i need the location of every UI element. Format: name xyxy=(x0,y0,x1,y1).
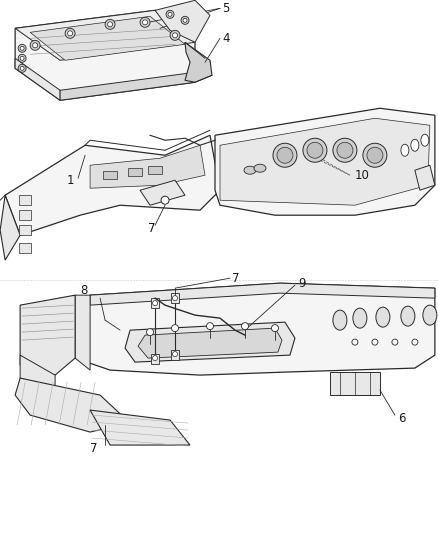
Polygon shape xyxy=(90,410,190,445)
Polygon shape xyxy=(20,355,55,388)
Polygon shape xyxy=(90,283,435,305)
Circle shape xyxy=(166,10,174,18)
Polygon shape xyxy=(75,295,90,370)
Circle shape xyxy=(372,339,378,345)
Circle shape xyxy=(172,325,179,332)
Circle shape xyxy=(303,138,327,162)
Polygon shape xyxy=(30,17,185,60)
Circle shape xyxy=(18,54,26,62)
Circle shape xyxy=(273,143,297,167)
Ellipse shape xyxy=(254,164,266,172)
Text: 7: 7 xyxy=(232,272,240,285)
Polygon shape xyxy=(155,1,210,42)
Ellipse shape xyxy=(401,306,415,326)
Circle shape xyxy=(18,64,26,72)
Polygon shape xyxy=(138,328,282,358)
Polygon shape xyxy=(20,295,75,375)
Circle shape xyxy=(367,147,383,163)
Circle shape xyxy=(168,12,172,17)
Polygon shape xyxy=(15,58,60,100)
Polygon shape xyxy=(19,225,31,235)
Circle shape xyxy=(352,339,358,345)
Polygon shape xyxy=(15,378,130,432)
Text: 10: 10 xyxy=(355,169,370,182)
Circle shape xyxy=(241,322,248,329)
Polygon shape xyxy=(90,146,205,188)
Polygon shape xyxy=(5,135,220,235)
Circle shape xyxy=(272,325,279,332)
Polygon shape xyxy=(19,210,31,220)
Circle shape xyxy=(152,301,158,305)
Circle shape xyxy=(147,329,154,336)
Circle shape xyxy=(337,142,353,158)
Circle shape xyxy=(412,339,418,345)
Circle shape xyxy=(67,31,73,36)
Circle shape xyxy=(20,56,24,60)
Polygon shape xyxy=(148,166,162,174)
Polygon shape xyxy=(415,165,435,190)
Polygon shape xyxy=(19,243,31,253)
Polygon shape xyxy=(330,372,380,395)
Text: 1: 1 xyxy=(66,174,74,187)
Ellipse shape xyxy=(353,308,367,328)
Circle shape xyxy=(65,28,75,38)
Polygon shape xyxy=(140,180,185,205)
Text: 5: 5 xyxy=(222,2,230,15)
Bar xyxy=(171,350,179,360)
Circle shape xyxy=(108,22,113,27)
Polygon shape xyxy=(103,171,117,179)
Circle shape xyxy=(18,44,26,52)
Polygon shape xyxy=(15,10,195,60)
Bar xyxy=(171,293,179,303)
Circle shape xyxy=(152,356,158,361)
Text: 8: 8 xyxy=(81,284,88,297)
Ellipse shape xyxy=(376,307,390,327)
Polygon shape xyxy=(60,72,195,100)
Polygon shape xyxy=(15,10,195,100)
Polygon shape xyxy=(128,168,142,176)
Ellipse shape xyxy=(244,166,256,174)
Circle shape xyxy=(392,339,398,345)
Circle shape xyxy=(170,30,180,41)
Circle shape xyxy=(173,296,177,301)
Circle shape xyxy=(105,19,115,29)
Polygon shape xyxy=(220,118,430,205)
Polygon shape xyxy=(215,108,435,215)
Text: 4: 4 xyxy=(222,32,230,45)
Polygon shape xyxy=(185,42,212,82)
Circle shape xyxy=(30,41,40,50)
Polygon shape xyxy=(75,283,435,375)
Circle shape xyxy=(142,20,148,25)
Ellipse shape xyxy=(401,144,409,156)
Ellipse shape xyxy=(411,139,419,151)
Circle shape xyxy=(140,18,150,27)
Circle shape xyxy=(20,46,24,50)
Bar xyxy=(151,354,159,364)
Circle shape xyxy=(161,196,169,204)
Polygon shape xyxy=(0,195,20,260)
Circle shape xyxy=(307,142,323,158)
Circle shape xyxy=(277,147,293,163)
Text: 6: 6 xyxy=(398,411,406,425)
Polygon shape xyxy=(19,195,31,205)
Circle shape xyxy=(183,18,187,22)
Ellipse shape xyxy=(423,305,437,325)
Bar xyxy=(151,298,159,308)
Circle shape xyxy=(20,66,24,70)
Text: 9: 9 xyxy=(298,277,305,289)
Circle shape xyxy=(173,352,177,357)
Circle shape xyxy=(173,33,177,38)
Ellipse shape xyxy=(421,134,429,146)
Polygon shape xyxy=(125,322,295,362)
Circle shape xyxy=(32,43,38,48)
Text: 7: 7 xyxy=(90,441,98,455)
Circle shape xyxy=(333,138,357,162)
Text: 7: 7 xyxy=(148,222,156,235)
Ellipse shape xyxy=(333,310,347,330)
Circle shape xyxy=(363,143,387,167)
Circle shape xyxy=(181,17,189,25)
Circle shape xyxy=(206,322,213,329)
